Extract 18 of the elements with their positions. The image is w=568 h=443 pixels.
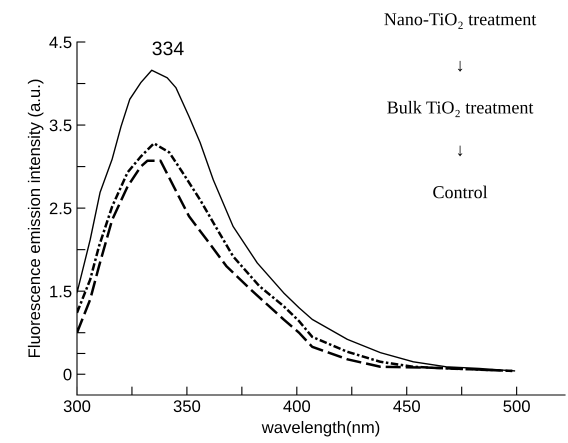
y-tick-label: 0 bbox=[64, 368, 72, 380]
text: Nano-TiO₂ treatment bbox=[384, 13, 536, 29]
y-tick-label: 2.5 bbox=[50, 202, 72, 214]
y-tick-label: 3.5 bbox=[50, 119, 72, 132]
x-tick-label: 500 bbox=[503, 400, 530, 412]
x-axis-title: wavelength(nm) bbox=[262, 420, 380, 436]
y-tick-label: 4.5 bbox=[49, 36, 72, 48]
x-tick-label: 450 bbox=[393, 400, 420, 412]
x-tick-label: 400 bbox=[283, 400, 310, 412]
annotation: Bulk TiO₂ treatment bbox=[387, 100, 534, 118]
annotation: ↓ bbox=[458, 146, 462, 156]
x-tick-label: 350 bbox=[174, 400, 200, 412]
annotation: ↓ bbox=[458, 60, 462, 72]
y-tick-label: 1.5 bbox=[50, 286, 72, 298]
x-tick-label: 300 bbox=[64, 400, 90, 412]
annotation: Control bbox=[433, 186, 488, 198]
annotation: 334 bbox=[152, 42, 184, 56]
y-axis-title: Fluorescence emission intensity (a.u.) bbox=[28, 80, 44, 357]
